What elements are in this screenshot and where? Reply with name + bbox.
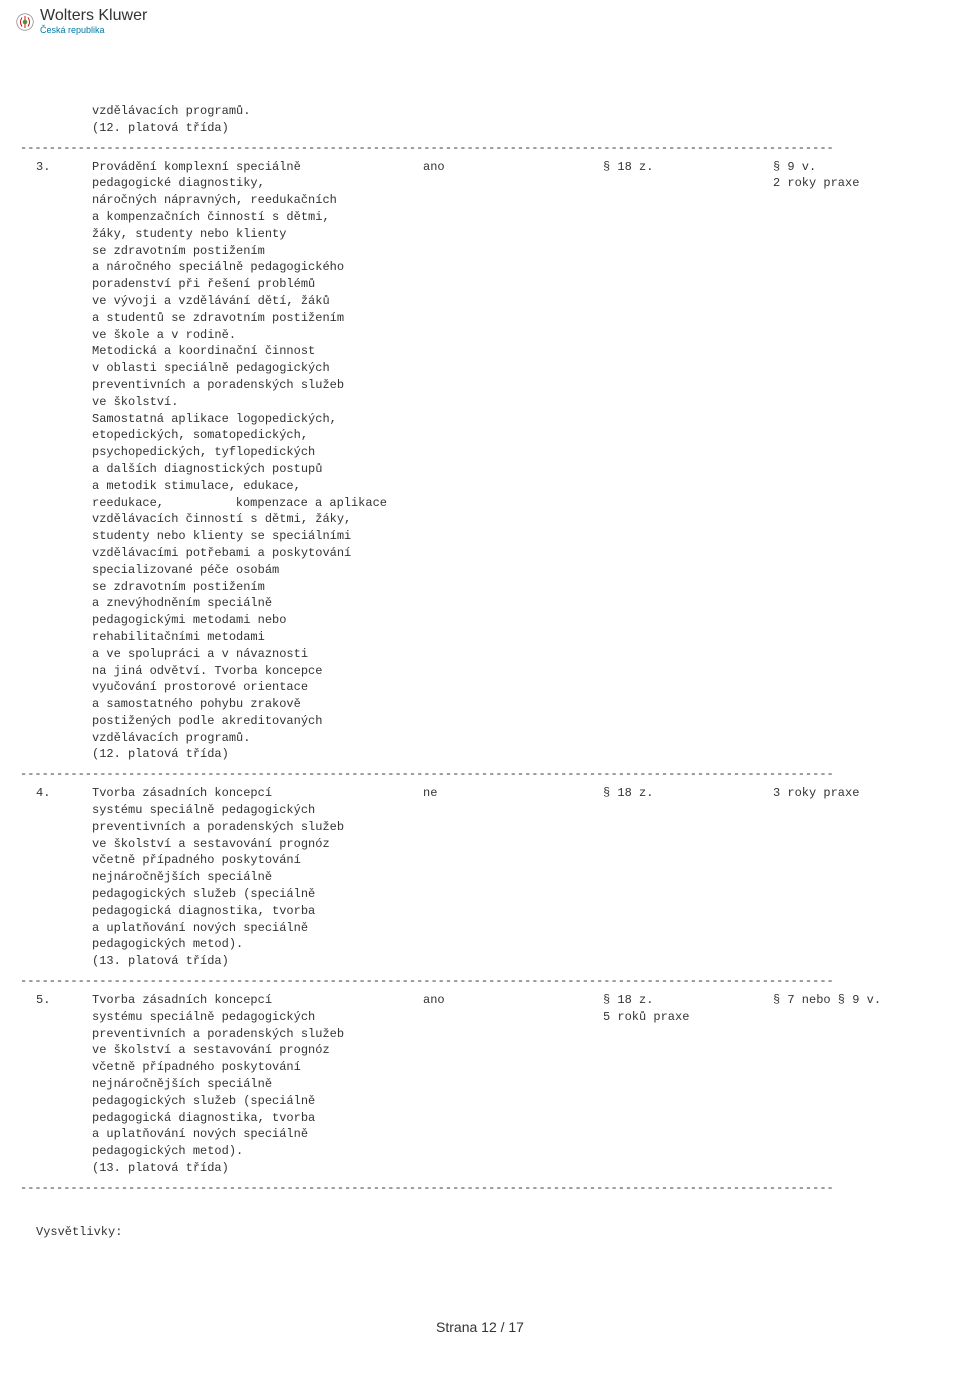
description-line: etopedických, somatopedických, [92,427,387,444]
description-line: včetně případného poskytování [92,1059,387,1076]
description-line: (12. platová třída) [92,746,387,763]
description-line: systému speciálně pedagogických [92,1009,387,1026]
entry-description: Provádění komplexní speciálněpedagogické… [92,159,387,764]
description-line: Metodická a koordinační činnost [92,343,387,360]
description-line: preventivních a poradenských služeb [92,377,387,394]
divider: ----------------------------------------… [20,974,940,988]
entry-right: § 7 nebo § 9 v. [757,992,940,1177]
description-line: (13. platová třída) [92,953,387,970]
entry-section: § 18 z. [587,159,757,764]
page-number: Strana 12 / 17 [0,1319,960,1335]
description-line: nejnáročnějších speciálně [92,1076,387,1093]
description-line: a uplatňování nových speciálně [92,920,387,937]
description-line: preventivních a poradenských služeb [92,1026,387,1043]
description-line: ve školství a sestavování prognóz [92,1042,387,1059]
description-line: pedagogická diagnostika, tvorba [92,903,387,920]
description-line: Tvorba zásadních koncepcí [92,785,387,802]
entry-row: 5.Tvorba zásadních koncepcísystému speci… [20,992,940,1177]
continuation-line: vzdělávacích programů. [92,103,940,120]
description-line: a samostatného pohybu zrakově [92,696,387,713]
description-line: v oblasti speciálně pedagogických [92,360,387,377]
description-line: studenty nebo klienty se speciálními [92,528,387,545]
description-line: se zdravotním postižením [92,579,387,596]
description-line: specializované péče osobám [92,562,387,579]
description-line: (13. platová třída) [92,1160,387,1177]
entry-row: 4.Tvorba zásadních koncepcísystému speci… [20,785,940,970]
description-line: reedukace,kompenzace a aplikace [92,495,387,512]
entry-ano: ne [387,785,587,970]
description-line: pedagogických metod). [92,936,387,953]
description-line: vzdělávacích programů. [92,730,387,747]
footer-label: Vysvětlivky: [36,1225,940,1239]
entry-number: 3. [20,159,92,764]
divider: ----------------------------------------… [20,141,940,155]
entry-right: § 9 v.2 roky praxe [757,159,940,764]
description-line: nejnáročnějších speciálně [92,869,387,886]
description-line: a dalších diagnostických postupů [92,461,387,478]
description-line: Tvorba zásadních koncepcí [92,992,387,1009]
wolters-kluwer-icon [16,13,34,31]
continuation-block: vzdělávacích programů. (12. platová tříd… [92,103,940,137]
description-line: pedagogické diagnostiky, [92,175,387,192]
entry-ano: ano [387,992,587,1177]
divider: ----------------------------------------… [20,767,940,781]
entry-number: 5. [20,992,92,1177]
description-line: a náročného speciálně pedagogického [92,259,387,276]
entry-section: § 18 z.5 roků praxe [587,992,757,1177]
description-line: postižených podle akreditovaných [92,713,387,730]
description-line: pedagogických služeb (speciálně [92,1093,387,1110]
description-line: ve škole a v rodině. [92,327,387,344]
description-line: a ve spolupráci a v návaznosti [92,646,387,663]
entry-number: 4. [20,785,92,970]
description-line: a znevýhodněním speciálně [92,595,387,612]
entry-ano: ano [387,159,587,764]
logo-main-text: Wolters Kluwer [40,8,147,24]
description-line: pedagogických metod). [92,1143,387,1160]
page-content: vzdělávacích programů. (12. platová tříd… [0,43,960,1259]
description-line: preventivních a poradenských služeb [92,819,387,836]
description-line: rehabilitačními metodami [92,629,387,646]
description-line: a studentů se zdravotním postižením [92,310,387,327]
continuation-line: (12. platová třída) [92,120,940,137]
logo-sub-text: Česká republika [40,26,147,35]
description-line: a metodik stimulace, edukace, [92,478,387,495]
divider: ----------------------------------------… [20,1181,940,1195]
description-line: a kompenzačních činností s dětmi, [92,209,387,226]
description-line: Provádění komplexní speciálně [92,159,387,176]
description-line: poradenství při řešení problémů [92,276,387,293]
description-line: pedagogická diagnostika, tvorba [92,1110,387,1127]
entry-right: 3 roky praxe [757,785,940,970]
description-line: vzdělávacích činností s dětmi, žáky, [92,511,387,528]
description-line: vyučování prostorové orientace [92,679,387,696]
description-line: se zdravotním postižením [92,243,387,260]
entry-description: Tvorba zásadních koncepcísystému speciál… [92,992,387,1177]
description-line: systému speciálně pedagogických [92,802,387,819]
description-line: žáky, studenty nebo klienty [92,226,387,243]
description-line: ve školství. [92,394,387,411]
description-line: Samostatná aplikace logopedických, [92,411,387,428]
description-line: psychopedických, tyflopedických [92,444,387,461]
description-line: a uplatňování nových speciálně [92,1126,387,1143]
entry-section: § 18 z. [587,785,757,970]
page-header: Wolters Kluwer Česká republika [0,0,960,43]
entry-row: 3.Provádění komplexní speciálněpedagogic… [20,159,940,764]
description-line: ve školství a sestavování prognóz [92,836,387,853]
description-line: náročných nápravných, reedukačních [92,192,387,209]
description-line: vzdělávacími potřebami a poskytování [92,545,387,562]
description-line: na jiná odvětví. Tvorba koncepce [92,663,387,680]
description-line: pedagogickými metodami nebo [92,612,387,629]
description-line: pedagogických služeb (speciálně [92,886,387,903]
description-line: ve vývoji a vzdělávání dětí, žáků [92,293,387,310]
description-line: včetně případného poskytování [92,852,387,869]
entry-description: Tvorba zásadních koncepcísystému speciál… [92,785,387,970]
